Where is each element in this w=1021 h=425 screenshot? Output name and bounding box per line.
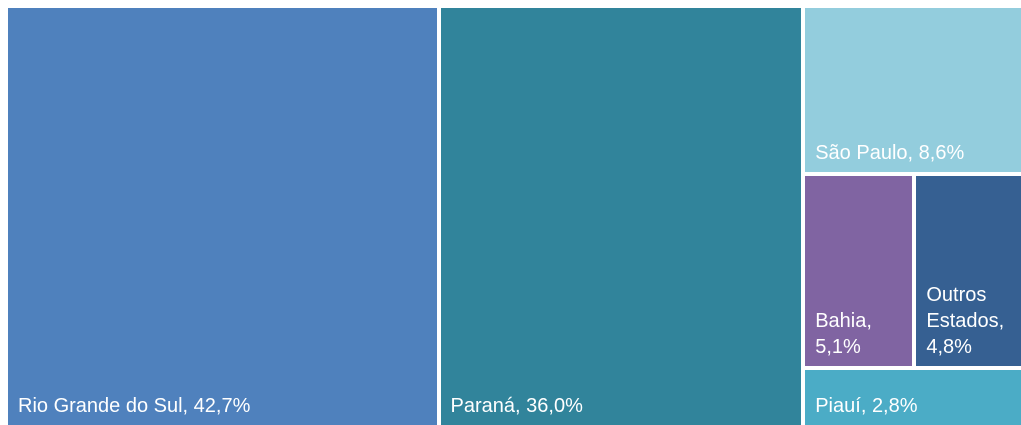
category-name: São Paulo [815,142,908,165]
category-name: Rio Grande do Sul [18,395,183,417]
cell-label: Paraná, 36,0% [450,395,583,417]
treemap-cell: Bahia, 5,1% [805,176,913,367]
value-label: 42,7% [193,395,251,417]
category-name: Outros Estados [926,284,999,333]
cell-label: Bahia, 5,1% [815,310,872,359]
treemap-cell: Outros Estados, 4,8% [916,176,1021,367]
value-label: 4,8% [926,336,972,359]
value-label: 2,8% [871,394,918,417]
treemap-cell: São Paulo, 8,6% [805,8,1021,173]
category-name: Piauí [815,394,861,417]
treemap-cell: Rio Grande do Sul, 42,7% [8,8,437,425]
value-label: 5,1% [815,336,861,359]
cell-label: Rio Grande do Sul, 42,7% [18,395,251,417]
cell-label: Piauí, 2,8% [815,394,918,417]
category-name: Paraná [450,395,516,417]
cell-label: São Paulo, 8,6% [815,142,965,165]
value-label: 8,6% [918,142,965,165]
treemap-cell: Piauí, 2,8% [805,370,1021,425]
treemap-cell: Paraná, 36,0% [440,8,802,425]
value-label: 36,0% [526,395,583,417]
category-name: Bahia [815,310,867,333]
cell-label: Outros Estados, 4,8% [926,284,1005,359]
